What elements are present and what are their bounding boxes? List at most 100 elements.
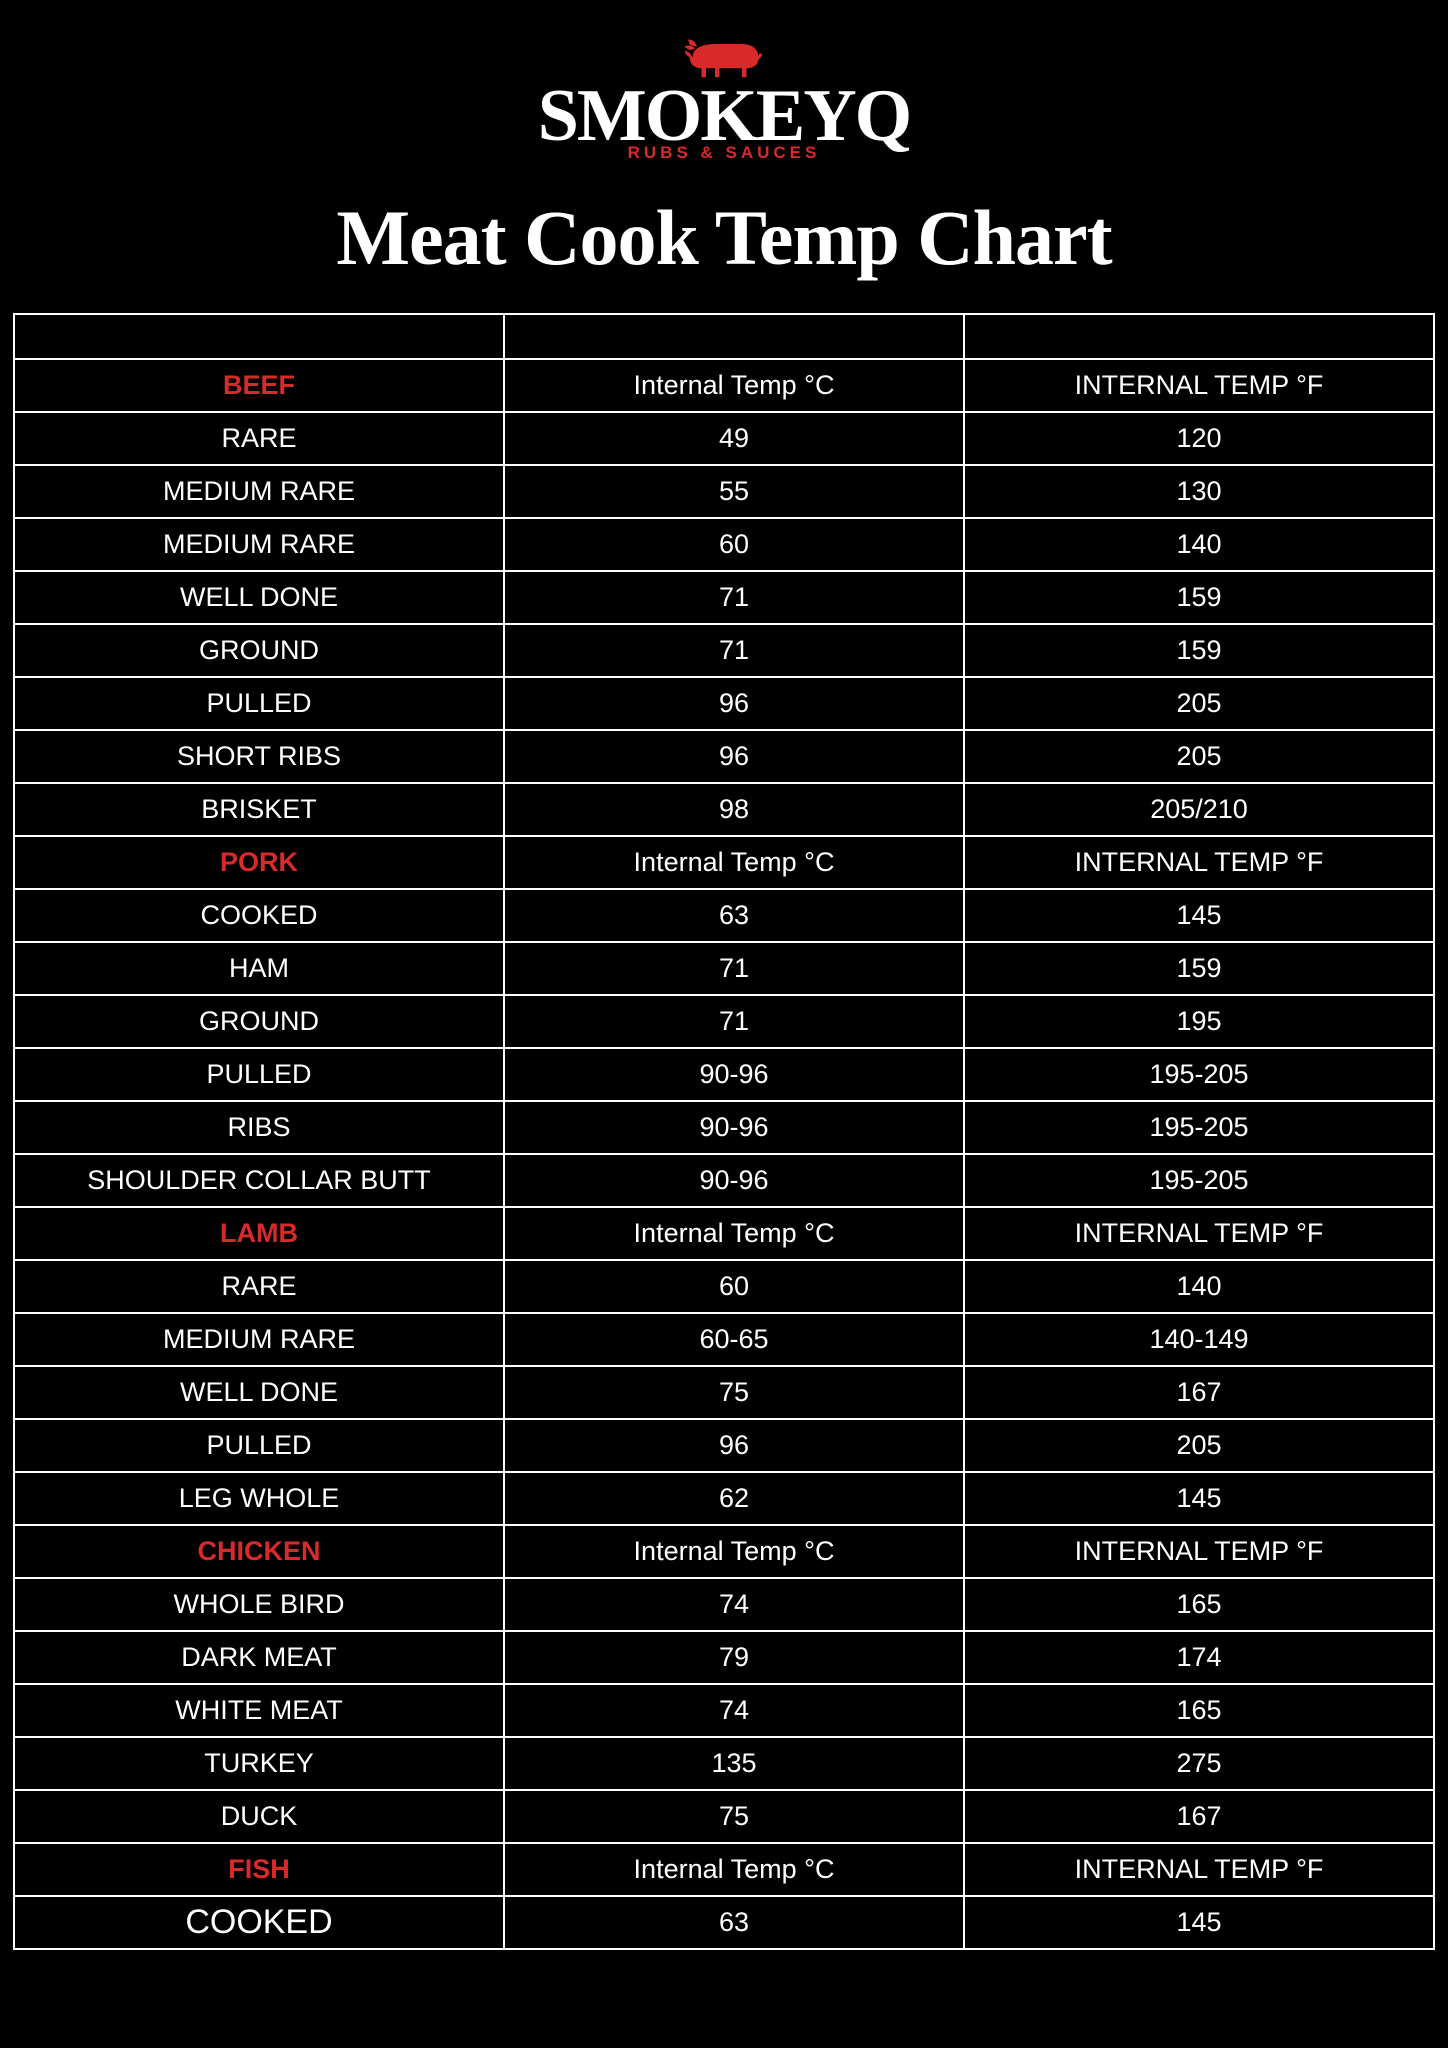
temp-f: 195-205 [964,1101,1434,1154]
temp-f: 167 [964,1366,1434,1419]
table-row: RARE49120 [14,412,1434,465]
temp-f: 145 [964,1896,1434,1949]
temp-f: 145 [964,1472,1434,1525]
temp-f: 205 [964,677,1434,730]
table-row: SHORT RIBS96205 [14,730,1434,783]
col-header-f: INTERNAL TEMP °F [964,359,1434,412]
row-label: RARE [14,412,504,465]
temp-c: 96 [504,1419,964,1472]
row-label: LEG WHOLE [14,1472,504,1525]
table-row: LAMBInternal Temp °CINTERNAL TEMP °F [14,1207,1434,1260]
temp-c: 49 [504,412,964,465]
temp-c: 90-96 [504,1048,964,1101]
section-name: PORK [14,836,504,889]
temp-c: 74 [504,1684,964,1737]
table-row: HAM71159 [14,942,1434,995]
row-label: RARE [14,1260,504,1313]
row-label: PULLED [14,1419,504,1472]
temp-c: 74 [504,1578,964,1631]
temp-f: 205/210 [964,783,1434,836]
temp-f: 195-205 [964,1048,1434,1101]
table-row: WHITE MEAT74165 [14,1684,1434,1737]
col-header-f: INTERNAL TEMP °F [964,1525,1434,1578]
row-label: BRISKET [14,783,504,836]
table-row: PORKInternal Temp °CINTERNAL TEMP °F [14,836,1434,889]
temp-f: 140 [964,1260,1434,1313]
section-name: FISH [14,1843,504,1896]
temp-c: 60-65 [504,1313,964,1366]
row-label: COOKED [14,889,504,942]
section-name: BEEF [14,359,504,412]
row-label: COOKED [14,1896,504,1949]
row-label: RIBS [14,1101,504,1154]
temp-c: 63 [504,889,964,942]
table-row: BEEFInternal Temp °CINTERNAL TEMP °F [14,359,1434,412]
temp-c: 63 [504,1896,964,1949]
section-name: CHICKEN [14,1525,504,1578]
table-row: WELL DONE75167 [14,1366,1434,1419]
row-label: MEDIUM RARE [14,518,504,571]
temp-f: 159 [964,942,1434,995]
temp-f: 120 [964,412,1434,465]
col-header-f: INTERNAL TEMP °F [964,836,1434,889]
table-row: BRISKET98205/210 [14,783,1434,836]
col-header-c: Internal Temp °C [504,836,964,889]
temp-f: 195 [964,995,1434,1048]
temp-f: 275 [964,1737,1434,1790]
temp-f: 167 [964,1790,1434,1843]
col-header-c: Internal Temp °C [504,1525,964,1578]
table-row: RIBS90-96195-205 [14,1101,1434,1154]
row-label: DUCK [14,1790,504,1843]
table-row: WELL DONE71159 [14,571,1434,624]
table-row [14,314,1434,359]
row-label: MEDIUM RARE [14,1313,504,1366]
temp-c: 55 [504,465,964,518]
row-label: WHOLE BIRD [14,1578,504,1631]
section-name: LAMB [14,1207,504,1260]
row-label: SHOULDER COLLAR BUTT [14,1154,504,1207]
brand-q: Q [855,75,911,157]
temp-c: 75 [504,1366,964,1419]
row-label: GROUND [14,995,504,1048]
table-row: SHOULDER COLLAR BUTT90-96195-205 [14,1154,1434,1207]
temp-f: 159 [964,624,1434,677]
temp-f: 174 [964,1631,1434,1684]
row-label: SHORT RIBS [14,730,504,783]
col-header-f: INTERNAL TEMP °F [964,1207,1434,1260]
table-row: PULLED90-96195-205 [14,1048,1434,1101]
temp-f: 165 [964,1578,1434,1631]
row-label: DARK MEAT [14,1631,504,1684]
table-row: DARK MEAT79174 [14,1631,1434,1684]
table-row: LEG WHOLE62145 [14,1472,1434,1525]
temp-c: 75 [504,1790,964,1843]
table-row: COOKED63145 [14,1896,1434,1949]
col-header-c: Internal Temp °C [504,1843,964,1896]
table-row: DUCK75167 [14,1790,1434,1843]
table-row: GROUND71195 [14,995,1434,1048]
temp-c: 60 [504,518,964,571]
row-label: PULLED [14,677,504,730]
cell [14,314,504,359]
temp-c: 62 [504,1472,964,1525]
row-label: WELL DONE [14,1366,504,1419]
temp-f: 195-205 [964,1154,1434,1207]
temp-c: 71 [504,995,964,1048]
temp-c: 60 [504,1260,964,1313]
temp-f: 140 [964,518,1434,571]
temp-c: 90-96 [504,1154,964,1207]
table-row: MEDIUM RARE55130 [14,465,1434,518]
temp-chart-table: BEEFInternal Temp °CINTERNAL TEMP °FRARE… [13,313,1435,1950]
table-row: MEDIUM RARE60140 [14,518,1434,571]
temp-f: 130 [964,465,1434,518]
temp-c: 96 [504,730,964,783]
temp-f: 145 [964,889,1434,942]
row-label: PULLED [14,1048,504,1101]
table-row: PULLED96205 [14,677,1434,730]
table-row: MEDIUM RARE60-65140-149 [14,1313,1434,1366]
temp-c: 71 [504,624,964,677]
table-row: WHOLE BIRD74165 [14,1578,1434,1631]
row-label: HAM [14,942,504,995]
temp-f: 159 [964,571,1434,624]
temp-f: 140-149 [964,1313,1434,1366]
temp-f: 165 [964,1684,1434,1737]
